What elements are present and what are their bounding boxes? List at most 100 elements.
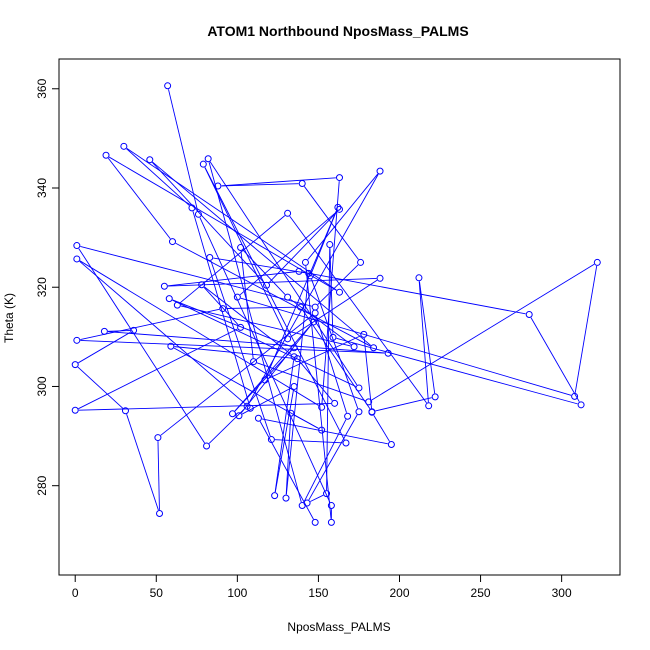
x-tick-label: 300 <box>552 586 572 600</box>
data-point <box>263 281 271 289</box>
data-point <box>577 401 585 409</box>
series-segment <box>242 249 286 295</box>
series-segment <box>107 331 385 354</box>
data-point <box>199 160 207 168</box>
data-point <box>376 167 384 175</box>
series-segment <box>375 397 432 412</box>
series-segment <box>329 248 334 334</box>
data-point <box>365 398 373 406</box>
series-segment <box>241 387 292 415</box>
series-segment <box>168 89 199 211</box>
series-segment <box>240 297 572 396</box>
data-point <box>71 406 79 414</box>
data-point <box>425 402 433 410</box>
series-segment <box>78 248 205 444</box>
data-point <box>214 182 222 190</box>
data-point <box>593 258 601 266</box>
data-point <box>327 502 335 510</box>
series-segment <box>152 161 372 346</box>
series-segment <box>240 324 312 414</box>
data-point <box>387 441 395 449</box>
series-segment <box>167 271 296 287</box>
data-point <box>293 355 301 363</box>
x-tick-label: 150 <box>308 586 328 600</box>
y-tick-label: 280 <box>35 475 49 495</box>
data-point <box>173 301 181 309</box>
series-segment <box>574 265 598 393</box>
data-point <box>355 408 363 416</box>
series-segment <box>302 309 371 410</box>
x-axis-label: NposMass_PALMS <box>287 620 390 634</box>
y-tick-label: 340 <box>35 178 49 198</box>
x-tick-label: 200 <box>389 586 409 600</box>
series-segment <box>172 299 356 387</box>
data-point <box>206 253 214 261</box>
series-segment <box>208 408 245 444</box>
series-segment <box>204 286 292 355</box>
series-segment <box>290 279 378 338</box>
data-point <box>160 282 168 290</box>
data-point <box>130 326 138 334</box>
data-point <box>303 499 311 507</box>
series-segment <box>234 324 312 412</box>
series-segment <box>285 416 292 495</box>
series-segment <box>126 148 190 206</box>
data-point <box>306 272 314 280</box>
data-point <box>73 336 81 344</box>
data-point <box>164 82 172 90</box>
data-point <box>355 384 363 392</box>
data-point <box>357 258 365 266</box>
data-point <box>336 205 343 213</box>
data-point <box>290 382 298 390</box>
data-point <box>336 174 343 182</box>
data-point <box>327 518 335 526</box>
data-point <box>431 393 439 401</box>
chart-title: ATOM1 Northbound NposMass_PALMS <box>207 23 468 39</box>
series-segment <box>326 248 331 491</box>
series-segment <box>213 257 306 274</box>
data-point <box>326 241 334 249</box>
data-point <box>71 361 79 369</box>
series-segment <box>418 281 429 403</box>
series-segment <box>174 346 294 359</box>
series-segment <box>80 340 385 354</box>
data-point <box>73 255 81 263</box>
series-segment <box>530 317 580 402</box>
x-tick-label: 250 <box>471 586 491 600</box>
data-point <box>188 204 196 212</box>
series-segment <box>256 362 366 402</box>
y-tick-label: 360 <box>35 78 49 98</box>
series-segment <box>179 215 286 304</box>
series-segment <box>79 260 248 407</box>
data-point <box>282 494 290 502</box>
x-tick-label: 100 <box>227 586 247 600</box>
data-point <box>154 434 162 442</box>
data-point <box>237 244 245 252</box>
plot-frame <box>58 58 621 576</box>
series-segment <box>317 264 359 305</box>
series-segment <box>274 360 295 493</box>
data-point <box>342 439 350 447</box>
data-point <box>194 210 202 218</box>
data-point <box>165 295 173 303</box>
series-segment <box>210 260 271 437</box>
data-point <box>368 408 376 416</box>
data-point <box>146 156 154 164</box>
data-point <box>198 281 206 289</box>
series-segment <box>315 316 347 413</box>
series-segment <box>248 174 379 404</box>
x-tick-label: 0 <box>72 586 79 600</box>
series-segment <box>204 167 345 441</box>
data-point <box>571 392 579 400</box>
data-point <box>310 318 318 326</box>
series-segment <box>418 281 436 394</box>
data-point <box>298 180 306 188</box>
data-point <box>525 311 533 319</box>
series-segment <box>311 279 359 409</box>
data-point <box>311 518 319 526</box>
data-point <box>297 303 305 311</box>
series-segment <box>321 181 340 404</box>
data-point <box>284 209 292 217</box>
data-point <box>331 399 339 407</box>
